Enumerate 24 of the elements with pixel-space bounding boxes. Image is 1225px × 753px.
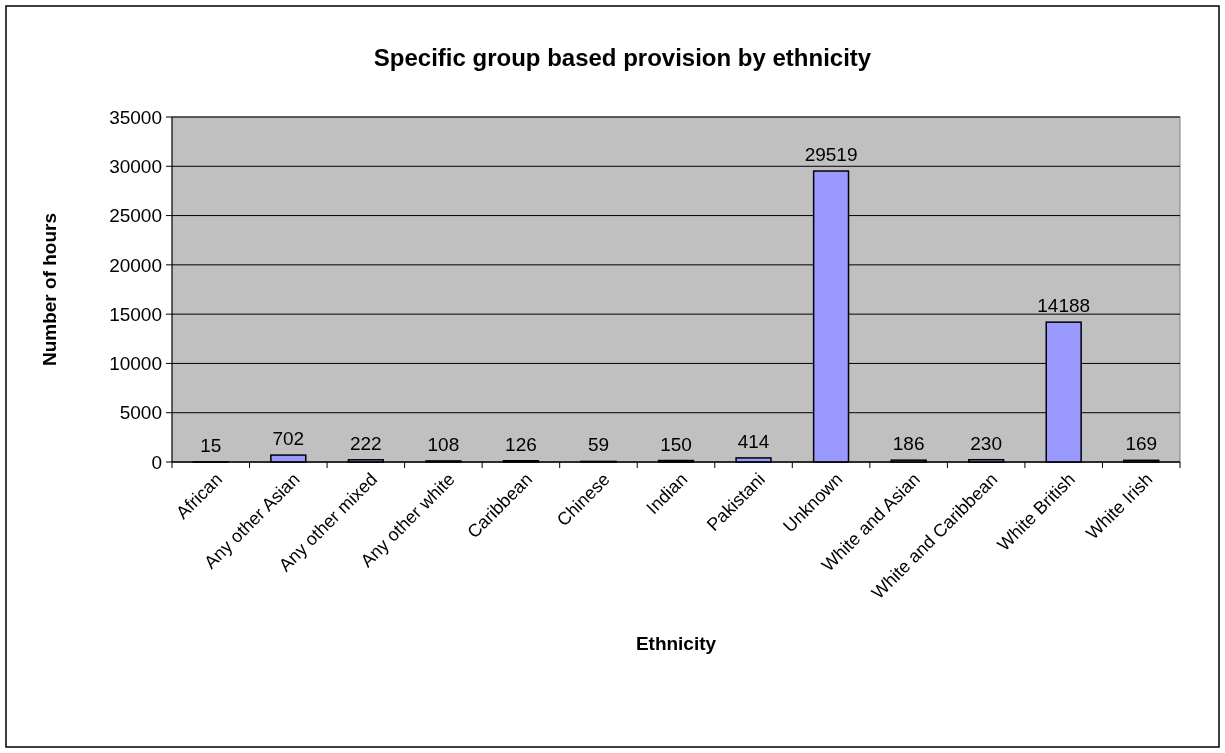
y-tick-label: 0 — [151, 451, 162, 473]
x-axis-title: Ethnicity — [635, 633, 717, 654]
data-label: 126 — [505, 433, 537, 455]
data-label: 59 — [587, 434, 610, 456]
data-label: 414 — [737, 430, 770, 452]
data-label: 169 — [1125, 433, 1158, 455]
y-tick-label: 20000 — [109, 254, 162, 276]
data-label: 14188 — [1037, 295, 1091, 317]
data-label: 108 — [427, 433, 460, 455]
data-label: 230 — [970, 432, 1003, 454]
y-tick-label: 25000 — [109, 205, 162, 227]
data-label: 29519 — [804, 144, 858, 166]
chart-title: Specific group based provision by ethnicity — [373, 44, 872, 71]
data-label: 702 — [272, 428, 305, 450]
y-tick-label: 35000 — [109, 106, 162, 128]
data-label: 15 — [200, 434, 222, 456]
y-tick-label: 15000 — [109, 303, 162, 325]
y-axis-title: Number of hours — [39, 212, 60, 367]
data-label: 150 — [660, 433, 692, 455]
data-label: 186 — [892, 433, 925, 455]
y-tick-label: 5000 — [119, 402, 162, 424]
y-tick-label: 10000 — [109, 353, 162, 375]
data-label: 222 — [349, 432, 382, 454]
y-tick-label: 30000 — [109, 155, 162, 177]
